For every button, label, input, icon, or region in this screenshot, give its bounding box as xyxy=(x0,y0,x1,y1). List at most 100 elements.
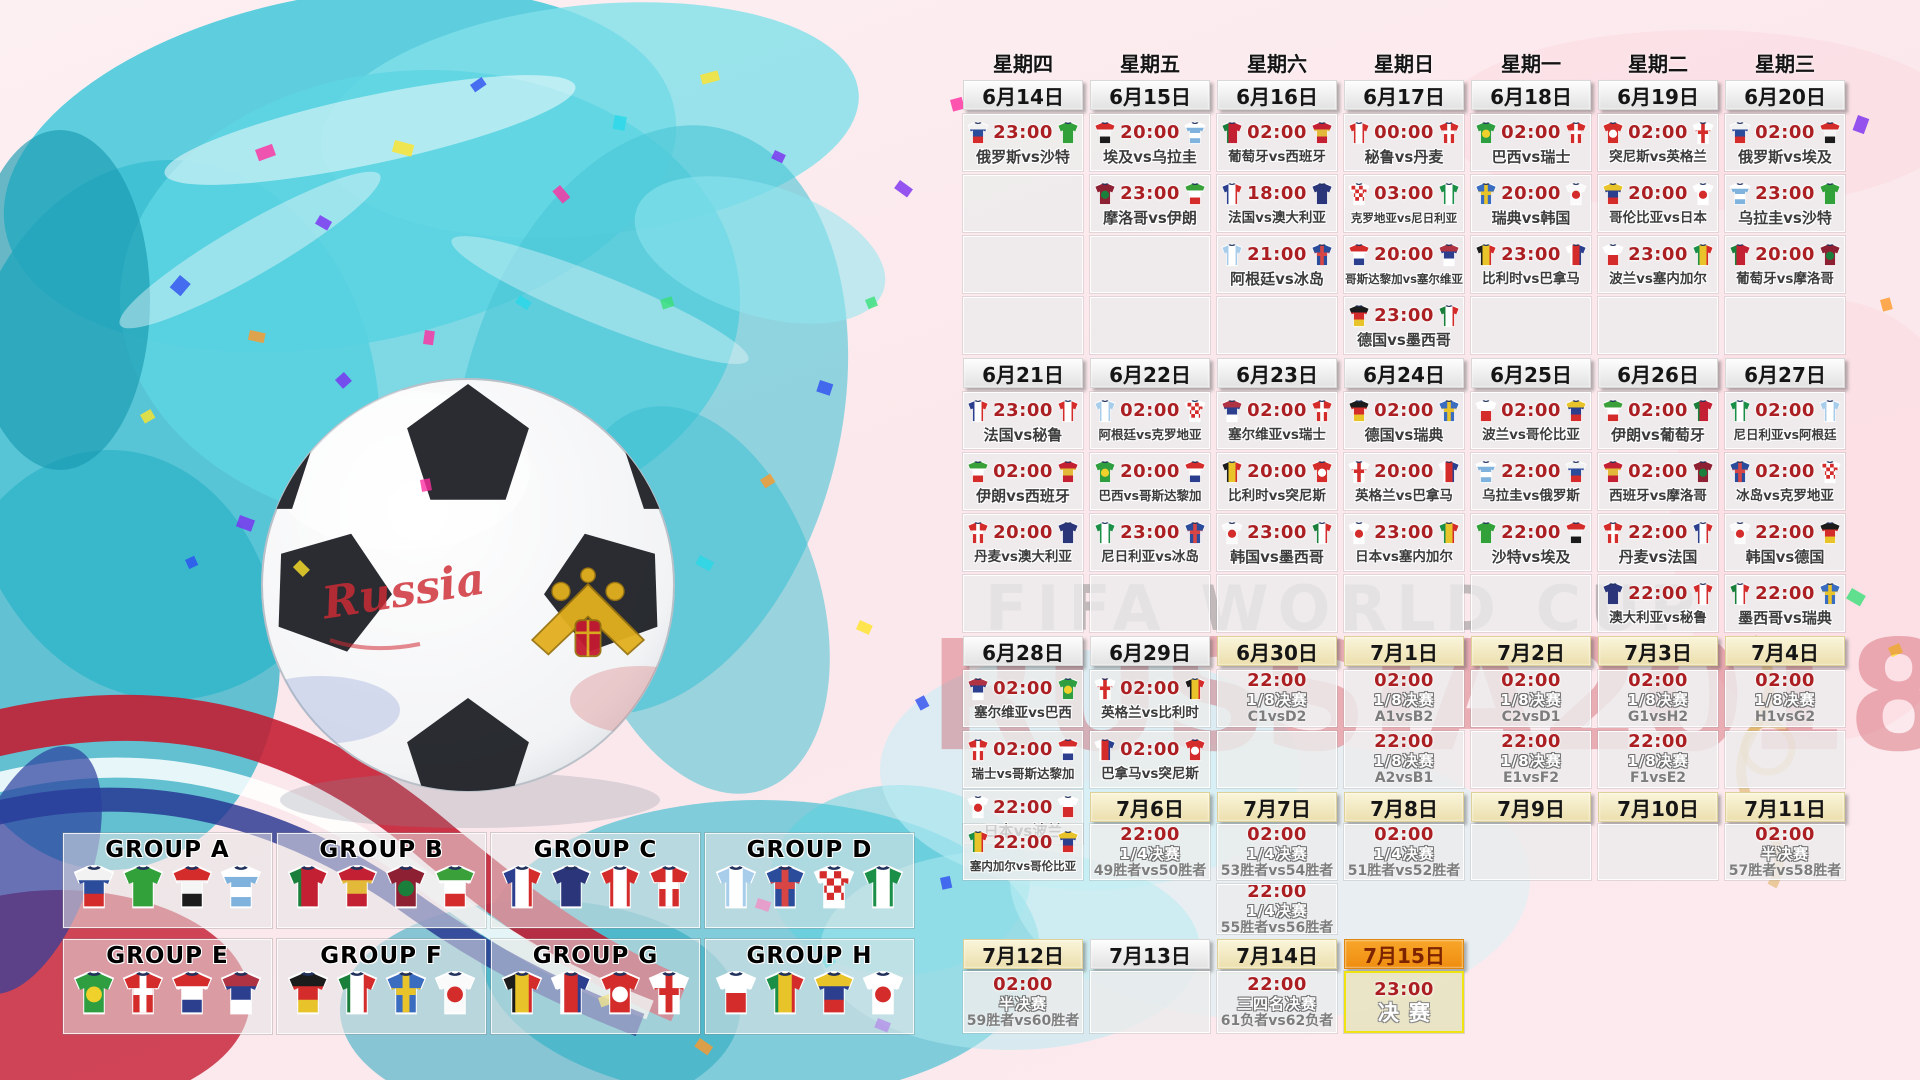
team-jersey-icon xyxy=(764,865,806,909)
team-jersey-icon xyxy=(1184,121,1206,144)
match-time: 22:00 xyxy=(1755,522,1815,543)
match-time: 20:00 xyxy=(1247,461,1307,482)
group-teams xyxy=(64,864,271,910)
match-row: 23:00 xyxy=(966,119,1080,147)
match-row: 20:00 xyxy=(1728,241,1842,269)
match-name: 乌拉圭vs沙特 xyxy=(1738,208,1832,227)
match-row: 23:00 xyxy=(1093,180,1207,208)
empty-cell xyxy=(1725,297,1845,354)
team-jersey-icon xyxy=(1221,460,1243,483)
team-jersey-icon xyxy=(385,865,427,909)
match-time: 23:00 xyxy=(1628,244,1688,265)
group-label: GROUP C xyxy=(533,837,658,863)
match-time: 02:00 xyxy=(993,973,1053,995)
team-jersey-icon xyxy=(1094,521,1116,544)
match-name: 西班牙vs摩洛哥 xyxy=(1609,487,1707,504)
match-time: 22:00 xyxy=(1501,461,1561,482)
team-jersey-icon xyxy=(1602,582,1624,605)
match-time: 23:00 xyxy=(1374,522,1434,543)
match-row: 18:00 xyxy=(1220,180,1334,208)
match-time: 02:00 xyxy=(1501,670,1561,691)
group-label: GROUP D xyxy=(746,837,873,863)
team-jersey-icon xyxy=(1438,399,1460,422)
match-cell: 23:00 比利时vs巴拿马 xyxy=(1471,236,1591,293)
match-row: 23:00 xyxy=(1728,180,1842,208)
team-jersey-icon xyxy=(1184,521,1206,544)
stage-label: 1/8决赛 xyxy=(1754,691,1816,709)
match-row: 22:00 xyxy=(1728,519,1842,547)
knockout-cell: 22:00 1/8决赛 F1vsE2 xyxy=(1598,731,1718,788)
match-time: 23:00 xyxy=(993,122,1053,143)
match-cell: 03:00 克罗地亚vs尼日利亚 xyxy=(1344,175,1464,232)
team-jersey-icon xyxy=(122,971,164,1015)
match-name: 德国vs墨西哥 xyxy=(1357,330,1451,349)
team-jersey-icon xyxy=(1057,399,1079,422)
match-time: 02:00 xyxy=(1374,670,1434,691)
date-header: 6月30日 xyxy=(1217,636,1337,666)
match-time: 22:00 xyxy=(993,831,1053,853)
match-name: 尼日利亚vs阿根廷 xyxy=(1733,426,1837,442)
match-time: 23:00 xyxy=(1755,183,1815,204)
team-jersey-icon xyxy=(1819,121,1841,144)
match-time: 03:00 xyxy=(1374,183,1434,204)
match-code: 51胜者vs52胜者 xyxy=(1347,862,1461,879)
knockout-cell: 22:00 1/8决赛 A2vsB1 xyxy=(1344,731,1464,788)
match-time: 02:00 xyxy=(993,739,1053,760)
match-time: 23:00 xyxy=(993,400,1053,421)
match-time: 22:00 xyxy=(1120,824,1180,845)
match-row: 22:00 xyxy=(1474,458,1588,486)
stage-label: 1/8决赛 xyxy=(1246,691,1308,709)
match-row: 02:00 xyxy=(1474,119,1588,147)
match-name: 阿根廷vs克罗地亚 xyxy=(1098,426,1202,442)
team-jersey-icon xyxy=(1348,460,1370,483)
stage-label: 三四名决赛 xyxy=(1236,994,1317,1013)
empty-cell xyxy=(1344,575,1464,632)
match-time: 22:00 xyxy=(1755,583,1815,604)
team-jersey-icon xyxy=(1819,182,1841,205)
empty-cell xyxy=(1217,297,1337,354)
final-label: 决赛 xyxy=(1378,1000,1440,1025)
match-name: 阿根廷vs冰岛 xyxy=(1230,269,1324,288)
team-jersey-icon xyxy=(1819,582,1841,605)
match-name: 比利时vs突尼斯 xyxy=(1228,487,1326,504)
knockout-cell: 22:00 1/4决赛 55胜者vs56胜者 xyxy=(1217,884,1337,934)
group-panel: GROUP F xyxy=(277,939,486,1034)
match-time: 23:00 xyxy=(1247,522,1307,543)
team-jersey-icon xyxy=(1475,243,1497,266)
match-cell: 20:00 哥伦比亚vs日本 xyxy=(1598,175,1718,232)
match-name: 伊朗vs葡萄牙 xyxy=(1611,425,1705,444)
match-cell: 22:00 丹麦vs法国 xyxy=(1598,514,1718,571)
match-row: 20:00 xyxy=(1601,180,1715,208)
russia-crest xyxy=(530,567,646,658)
match-cell: 18:00 法国vs澳大利亚 xyxy=(1217,175,1337,232)
match-code: C2vsD1 xyxy=(1501,709,1561,725)
match-cell: 23:00 德国vs墨西哥 xyxy=(1344,297,1464,354)
match-name: 波兰vs塞内加尔 xyxy=(1609,270,1707,287)
team-jersey-icon xyxy=(336,865,378,909)
match-time: 22:00 xyxy=(1247,670,1307,691)
match-time: 02:00 xyxy=(1755,670,1815,691)
match-code: C1vsD2 xyxy=(1247,709,1307,725)
match-name: 哥斯达黎加vs塞尔维亚 xyxy=(1345,271,1463,286)
stage-label: 半决赛 xyxy=(1760,844,1809,863)
match-row: 02:00 xyxy=(1474,397,1588,425)
match-time: 02:00 xyxy=(1755,122,1815,143)
match-cell: 20:00 瑞典vs韩国 xyxy=(1471,175,1591,232)
match-time: 02:00 xyxy=(1120,400,1180,421)
stage-label: 半决赛 xyxy=(998,994,1047,1013)
group-teams xyxy=(278,970,485,1016)
match-time: 23:00 xyxy=(1374,978,1434,1000)
empty-cell xyxy=(1471,824,1591,880)
match-cell: 02:00 塞尔维亚vs瑞士 xyxy=(1217,392,1337,449)
date-header: 7月14日 xyxy=(1217,939,1337,969)
team-jersey-icon xyxy=(1475,521,1497,544)
match-cell: 23:00 波兰vs塞内加尔 xyxy=(1598,236,1718,293)
match-time: 02:00 xyxy=(1120,678,1180,699)
date-header: 7月15日 xyxy=(1344,939,1464,969)
match-cell: 02:00 伊朗vs西班牙 xyxy=(963,453,1083,510)
knockout-cell: 22:00 1/4决赛 49胜者vs50胜者 xyxy=(1090,824,1210,880)
match-name: 英格兰vs巴拿马 xyxy=(1355,487,1453,504)
team-jersey-icon xyxy=(122,865,164,909)
stage-label: 1/8决赛 xyxy=(1627,752,1689,770)
match-time: 20:00 xyxy=(1374,461,1434,482)
